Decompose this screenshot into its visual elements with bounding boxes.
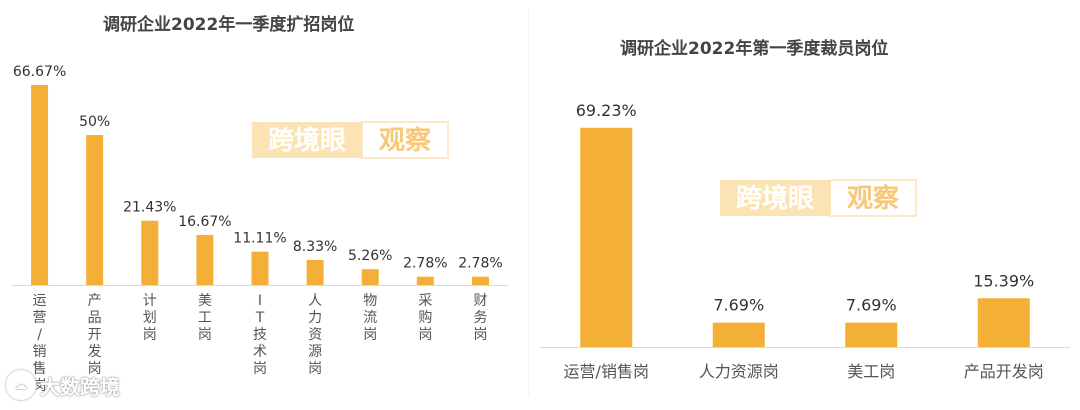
source-watermark-text: 大数跨境: [40, 374, 120, 399]
data-label: 2.78%: [403, 256, 447, 272]
left-bar-chart: 跨境眼 观察 66.67% 运营/销售岗 50% 产品开发岗 21.43% 计划岗 16.67%…: [12, 64, 508, 394]
bar: [251, 251, 269, 285]
category-label: 计划岗: [143, 293, 157, 343]
data-label: 16.67%: [178, 214, 231, 230]
data-label: 7.69%: [713, 296, 764, 315]
right-chart-panel: 调研企业2022年第一季度裁员岗位 跨境眼 观察 69.23% 运营/销售岗 7.69%…: [540, 0, 1080, 406]
bar: [580, 127, 633, 347]
bar: [141, 220, 159, 285]
right-bar-chart: 跨境眼 观察 69.23% 运营/销售岗 7.69% 人力资源岗 7.69% 美工岗 15.39…: [540, 101, 1070, 381]
data-label: 11.11%: [233, 231, 286, 247]
data-label: 7.69%: [846, 296, 897, 315]
bar: [471, 276, 489, 285]
category-label: 物流岗: [363, 293, 377, 343]
cloud-logo-icon: ☁: [6, 370, 36, 400]
category-label: I T 技术岗: [253, 293, 267, 377]
bar: [306, 260, 324, 285]
category-label: 产品开发岗: [88, 293, 102, 377]
chart-title: 调研企业2022年第一季度裁员岗位: [620, 39, 889, 59]
chart-title: 调研企业2022年一季度扩招岗位: [103, 15, 355, 35]
category-label: 产品开发岗: [964, 362, 1044, 381]
watermark-text: 观察: [847, 184, 900, 214]
data-label: 69.23%: [576, 101, 637, 120]
watermark-box: [252, 122, 362, 158]
watermark: 跨境眼 观察: [252, 121, 449, 159]
data-label: 15.39%: [973, 271, 1034, 290]
data-label: 66.67%: [13, 64, 66, 80]
watermark-box: [720, 180, 830, 216]
bar: [31, 84, 49, 286]
bar: [845, 322, 898, 347]
category-label: 人力资源岗: [699, 362, 779, 381]
data-label: 50%: [79, 114, 110, 130]
bar: [416, 276, 434, 285]
category-label: 运营/销售岗: [33, 293, 47, 394]
data-label: 5.26%: [348, 248, 392, 264]
left-chart-panel: 调研企业2022年一季度扩招岗位 跨境眼 观察 66.67% 运营/销售岗 50% 产品开…: [0, 0, 520, 406]
data-label: 8.33%: [293, 239, 337, 255]
watermark-box: [829, 179, 917, 217]
panel-divider: [528, 10, 529, 396]
category-label: 财务岗: [473, 293, 487, 343]
watermark-text: 观察: [379, 126, 432, 156]
bar: [977, 298, 1030, 347]
bar: [196, 234, 214, 285]
source-watermark: ☁ 大数跨境: [6, 368, 120, 402]
category-label: 采购岗: [418, 293, 432, 343]
data-label: 2.78%: [458, 256, 502, 272]
category-label: 美工岗: [198, 293, 212, 343]
bar: [361, 269, 379, 285]
bar: [712, 322, 765, 347]
data-label: 21.43%: [123, 200, 176, 216]
watermark-text: 跨境眼: [268, 125, 346, 156]
category-label: 人力资源岗: [308, 293, 322, 377]
category-label: 美工岗: [847, 362, 895, 381]
watermark-box: [361, 121, 449, 159]
category-label: 运营/销售岗: [564, 362, 649, 381]
bar: [86, 135, 104, 285]
watermark-text: 跨境眼: [736, 183, 814, 214]
watermark: 跨境眼 观察: [720, 179, 917, 217]
